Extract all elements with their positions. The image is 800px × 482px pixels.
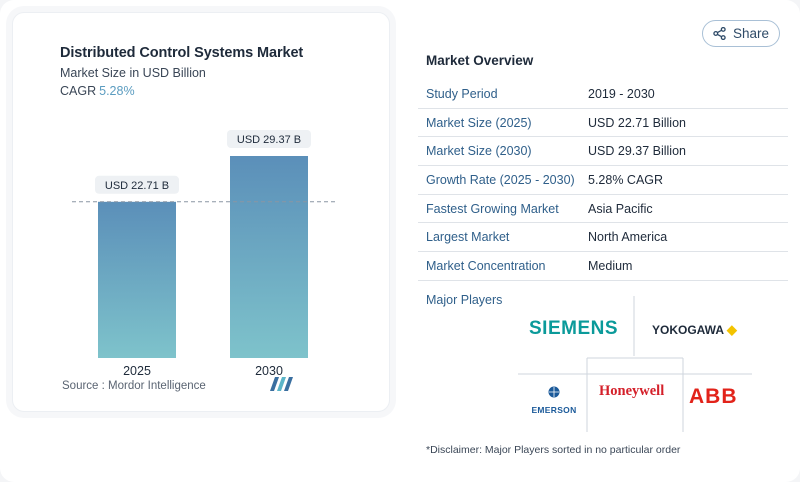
data-label-2025: USD 22.71 B [105,180,169,192]
player-logo-honeywell: Honeywell [599,383,665,399]
major-players-title: Major Players [426,293,503,307]
overview-row: Market Size (2030) USD 29.37 Billion [418,137,788,167]
bar-2025 [98,201,176,358]
mordor-logo-icon [270,377,293,391]
row-key: Market Concentration [426,258,546,273]
data-label-bg-2030 [227,130,311,148]
player-logo-siemens: SIEMENS [529,318,619,339]
chart-title: Distributed Control Systems Market [60,45,304,61]
row-value: USD 22.71 Billion [588,115,686,130]
yokogawa-diamond-icon: ◆ [726,322,737,337]
player-logo-yokogawa: YOKOGAWA ◆ [652,322,737,338]
x-tick-label-2030: 2030 [255,364,283,378]
player-logo-emerson: EMERSON [530,386,578,418]
row-value: Asia Pacific [588,201,653,216]
chart-cagr: CAGR 5.28% [60,84,135,98]
emerson-globe-icon [548,386,560,398]
overview-row: Study Period 2019 - 2030 [418,80,788,109]
yokogawa-text: YOKOGAWA [652,323,724,337]
overview-row: Growth Rate (2025 - 2030) 5.28% CAGR [418,166,788,195]
row-value: Medium [588,258,633,273]
share-label: Share [732,26,770,41]
row-key: Market Size (2025) [426,115,532,130]
data-label-2030: USD 29.37 B [237,134,301,146]
share-icon [713,27,726,40]
cagr-value: 5.28% [99,84,135,98]
row-value: 2019 - 2030 [588,86,655,101]
row-key: Growth Rate (2025 - 2030) [426,172,575,187]
x-tick-label-2025: 2025 [123,364,151,378]
disclaimer: *Disclaimer: Major Players sorted in no … [426,444,681,456]
player-logo-abb: ABB [689,385,738,408]
overview-row: Fastest Growing Market Asia Pacific [418,195,788,224]
chart-subtitle: Market Size in USD Billion [60,66,206,80]
overview-table: Study Period 2019 - 2030 Market Size (202… [418,80,788,281]
emerson-text: EMERSON [531,405,577,415]
source-note: Source : Mordor Intelligence [62,380,206,392]
row-value: North America [588,230,668,245]
cagr-label: CAGR [60,84,97,98]
overview-row: Largest Market North America [418,223,788,253]
bar-2030 [230,156,308,358]
row-value: 5.28% CAGR [588,172,664,187]
chart-panel [12,12,390,412]
bar-chart: USD 22.71 B 2025 USD 29.37 B 2030 [72,130,336,378]
row-value: USD 29.37 Billion [588,144,686,159]
overview-row: Market Concentration Medium [418,252,788,281]
row-key: Market Size (2030) [426,144,532,159]
row-key: Fastest Growing Market [426,201,559,216]
share-button[interactable]: Share [702,20,780,47]
overview-title: Market Overview [426,53,534,68]
overview-row: Market Size (2025) USD 22.71 Billion [418,109,788,138]
data-label-bg-2025 [95,175,179,194]
row-key: Largest Market [426,230,510,245]
row-key: Study Period [426,86,498,101]
